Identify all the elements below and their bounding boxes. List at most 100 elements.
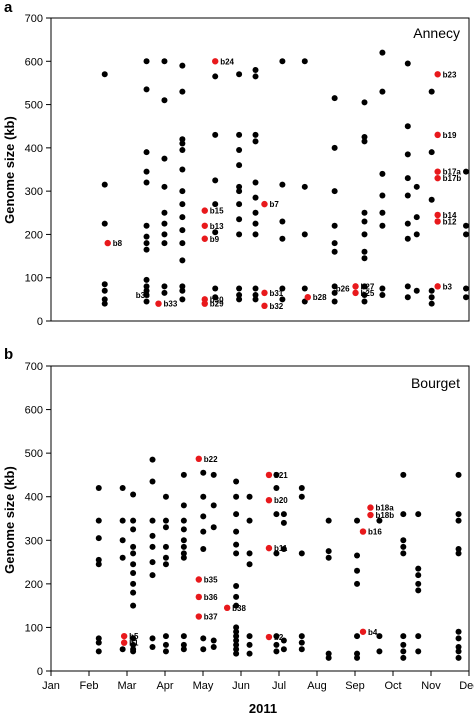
panel-a-data-point	[101, 71, 108, 78]
panel-b-data-point	[233, 550, 240, 557]
panel-a-highlighted-point	[352, 283, 359, 290]
panel-b-title: Bourget	[411, 375, 460, 391]
panel-b-data-point	[119, 517, 126, 524]
panel-a-data-point	[379, 209, 386, 216]
panel-a-data-point	[179, 214, 186, 221]
panel-a-data-point	[331, 95, 338, 102]
panel-a-data-point	[361, 255, 368, 262]
panel-b-data-point	[233, 583, 240, 590]
panel-b-highlighted-point	[367, 511, 374, 519]
panel-a-data-point	[252, 194, 259, 201]
panel-b-data-point	[180, 554, 187, 561]
panel-b-data-point	[354, 567, 361, 574]
panel-a-data-point	[179, 147, 186, 154]
panel-a-data-point	[404, 175, 411, 182]
panel-b-data-point	[149, 572, 156, 579]
panel-a-data-point	[404, 60, 411, 67]
panel-b-point-label: b2	[274, 633, 284, 642]
panel-a-data-point	[279, 285, 286, 292]
panel-a-data-point	[236, 216, 243, 223]
panel-b-data-point	[246, 641, 253, 648]
panel-b-data-point	[400, 543, 407, 550]
panel-b-highlighted-point	[265, 497, 273, 504]
panel-a-data-point	[404, 294, 411, 301]
panel-a-data-point	[361, 138, 368, 145]
panel-a-highlighted-point	[155, 300, 162, 307]
panel-b-point-label: b22	[204, 455, 218, 464]
panel-b-data-point	[233, 628, 240, 635]
panel-b-data-point	[280, 646, 287, 653]
panel-b-data-point	[246, 561, 253, 568]
panel-a-data-point	[331, 289, 338, 296]
panel-a-data-point	[279, 218, 286, 225]
panel-b-highlighted-point	[195, 455, 202, 463]
panel-b-data-point	[162, 648, 169, 655]
panel-a-data-point	[252, 296, 259, 303]
panel-b-y-ticks: 0 100 200 300 400 500 600 700	[25, 361, 51, 678]
panel-a-data-point	[252, 138, 259, 145]
panel-a-data-point	[179, 188, 186, 195]
panel-a-point-label: b3	[443, 282, 453, 291]
panel-a-data-point	[179, 166, 186, 173]
panel-a-point-label: b19	[443, 131, 457, 140]
panel-b-data-point	[95, 485, 102, 491]
panel-a-data-point	[379, 49, 386, 56]
panel-a-data-point	[143, 222, 150, 229]
panel-a-data-point	[179, 287, 186, 294]
panel-a-data-point	[413, 231, 420, 238]
panel-a-data-point	[161, 97, 168, 104]
panel-a-data-point	[179, 257, 186, 264]
panel-a-data-point	[413, 287, 420, 294]
panel-b-data-point	[298, 633, 305, 640]
panel-a-highlighted-point	[434, 174, 441, 182]
panel-b-y-axis-title: Genome size (kb)	[2, 466, 17, 574]
panel-a-highlighted-point	[201, 207, 208, 214]
panel-a-point-label: b17a	[443, 168, 462, 177]
panel-b-data-point	[162, 493, 169, 500]
panel-a-highlighted-point	[104, 239, 111, 247]
panel-a-highlighted-point	[434, 283, 441, 290]
panel-b-data-point	[273, 485, 280, 491]
panel-a-data-point	[279, 235, 286, 242]
panel-b-data-point	[95, 648, 102, 655]
panel-b-data-point	[200, 469, 207, 476]
panel-b-data-point	[233, 641, 240, 648]
panel-a-data-point	[179, 201, 186, 208]
panel-b-data-point	[246, 517, 253, 524]
panel-b-data-point	[130, 602, 137, 609]
panel-b-data-point	[180, 641, 187, 648]
panel-b-data-point	[455, 644, 462, 651]
panel-b-data-point	[233, 511, 240, 518]
panel-a-data-point	[379, 285, 386, 292]
panel-b-data-point	[210, 471, 217, 478]
panel-b-data-point	[400, 654, 407, 661]
panel-a-data-point	[252, 231, 259, 238]
panel-b-y-tick-label: 500	[25, 448, 43, 460]
panel-b-data-point	[415, 587, 422, 594]
panel-b-data-point	[354, 517, 361, 524]
panel-a-data-point	[463, 294, 470, 301]
panel-b-data-point	[149, 456, 156, 463]
panel-b-point-label: b4	[368, 628, 378, 637]
panel-a-point-label: b34	[136, 291, 150, 300]
panel-b-data-point	[233, 478, 240, 485]
panel-a-data-point	[379, 170, 386, 177]
panel-b-data-point	[95, 635, 102, 642]
panel-a-data-point	[161, 283, 168, 290]
panel-a-data-point	[236, 285, 243, 292]
panel-b-data-point	[130, 543, 137, 550]
panel-b-data-point	[149, 644, 156, 651]
panel-b-data-point	[210, 637, 217, 644]
panel-b-data-point	[455, 635, 462, 642]
panel-a-data-point	[143, 179, 150, 186]
panel-a-data-point	[361, 218, 368, 225]
panel-b-data-point	[273, 633, 280, 640]
x-tick-label: Aug	[307, 680, 327, 692]
panel-a-data-point	[361, 134, 368, 141]
panel-b-data-point	[180, 543, 187, 550]
panel-b-data-point	[95, 561, 102, 568]
panel-b-data-point	[246, 633, 253, 640]
panel-a-data-point	[379, 88, 386, 95]
panel-b-data-point	[246, 493, 253, 500]
panel-a-y-tick-label: 200	[25, 229, 43, 241]
